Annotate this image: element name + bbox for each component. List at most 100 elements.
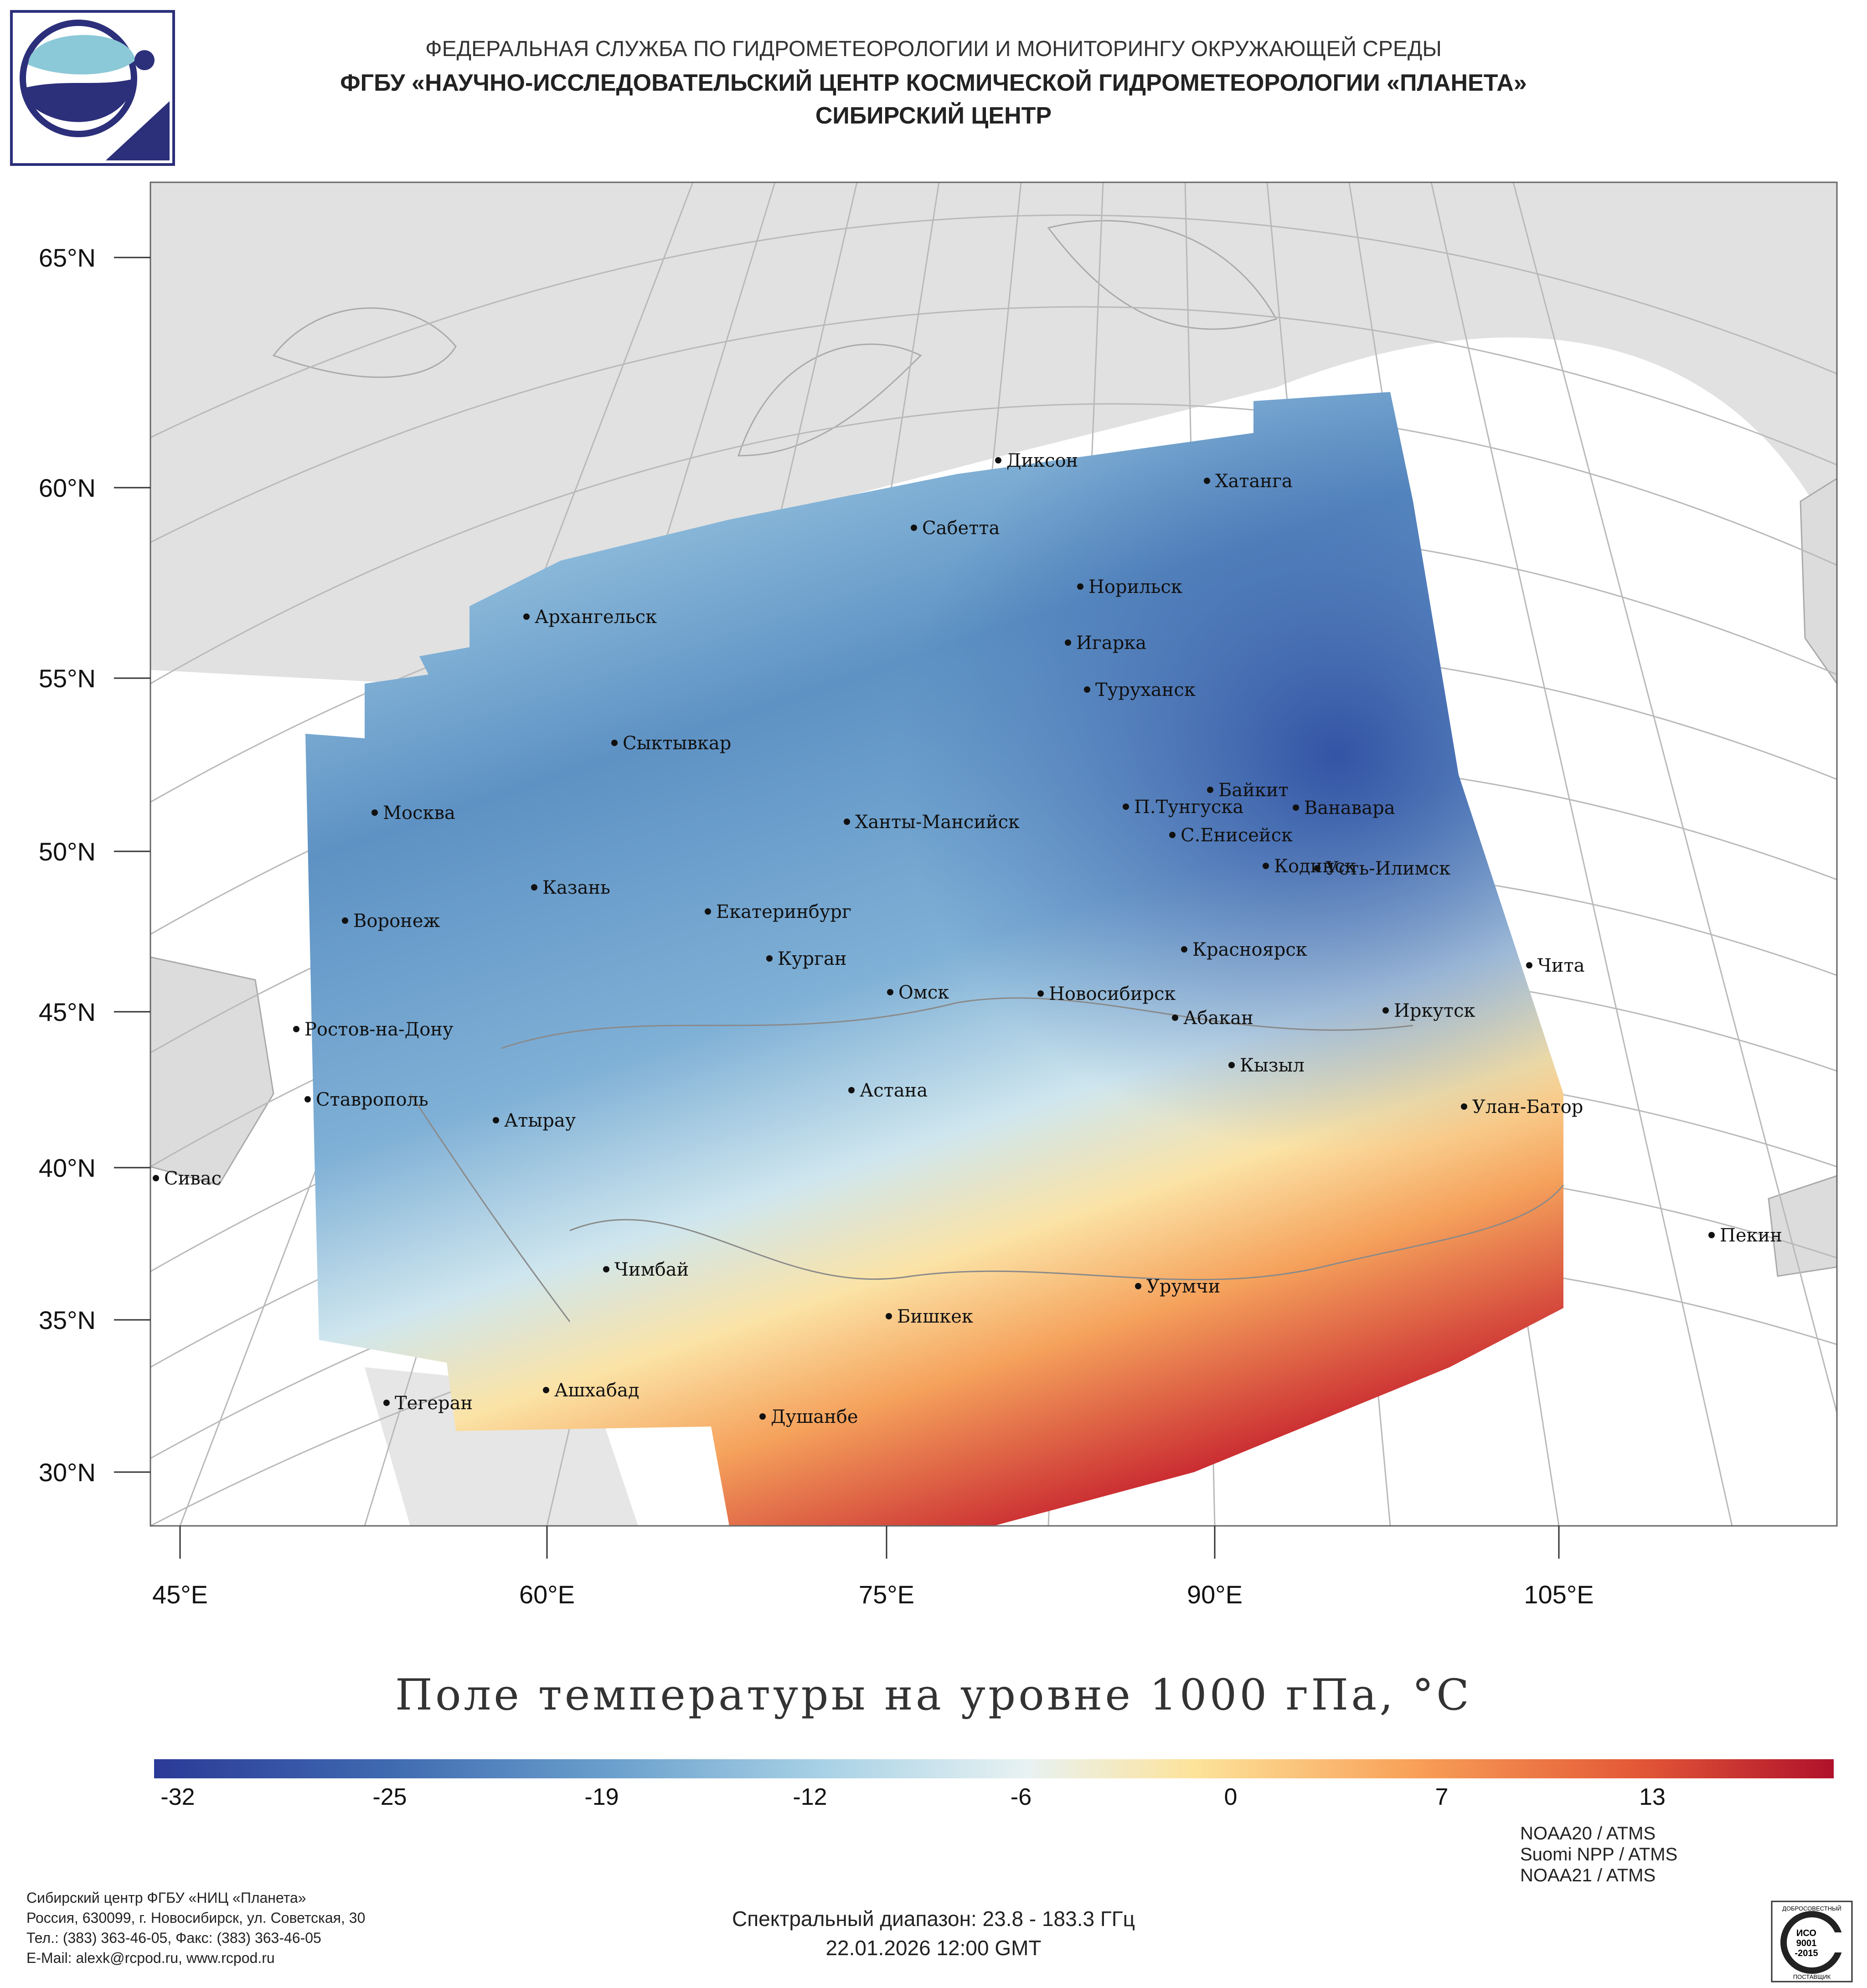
observation-datetime: 22.01.2026 12:00 GMT xyxy=(825,1936,1042,1960)
lat-label-65: 65°N xyxy=(39,243,96,272)
city-dot xyxy=(342,917,348,924)
lat-label-55: 55°N xyxy=(39,664,96,693)
city-label: Астана xyxy=(860,1080,928,1101)
colorbar-tick: 13 xyxy=(1639,1784,1666,1810)
city-dot xyxy=(1181,946,1187,953)
city-dot xyxy=(1123,803,1129,810)
city-label: Чимбай xyxy=(614,1259,689,1280)
city-dot xyxy=(1263,863,1269,869)
iso-number: 9001 xyxy=(1796,1938,1817,1948)
colorbar-tick: -6 xyxy=(1011,1784,1031,1810)
satellite-list: NOAA20 / ATMS Suomi NPP / ATMS NOAA21 / … xyxy=(1520,1823,1677,1886)
lat-ticks xyxy=(114,257,150,1473)
header-agency: ФЕДЕРАЛЬНАЯ СЛУЖБА ПО ГИДРОМЕТЕОРОЛОГИИ … xyxy=(425,37,1442,61)
address-line: E-Mail: alexk@rcpod.ru, www.rcpod.ru xyxy=(26,1950,275,1966)
iso-label: ИСО xyxy=(1796,1928,1816,1938)
lon-label-45: 45°E xyxy=(152,1580,208,1609)
iso-badge: ДОБРОСОВЕСТНЫЙ ИСО 9001 -2015 ПОСТАВЩИК xyxy=(1771,1900,1853,1983)
spectral-info: Спектральный диапазон: 23.8 - 183.3 ГГц … xyxy=(0,1904,1867,1962)
city-dot xyxy=(1135,1283,1141,1289)
city-dot xyxy=(1204,478,1210,484)
city-dot xyxy=(1526,962,1532,968)
city-label: Ханты-Мансийск xyxy=(855,812,1020,833)
city-dot xyxy=(493,1117,499,1123)
city-label: Москва xyxy=(383,803,455,824)
city-label: Сивас xyxy=(164,1168,222,1189)
spectral-range: Спектральный диапазон: 23.8 - 183.3 ГГц xyxy=(732,1907,1135,1931)
colorbar-tick: -32 xyxy=(160,1784,195,1810)
lon-label-75: 75°E xyxy=(859,1580,914,1609)
city-label: Тегеран xyxy=(395,1393,473,1414)
city-dot xyxy=(523,613,530,620)
city-dot xyxy=(1382,1007,1389,1014)
lat-label-60: 60°N xyxy=(39,474,96,502)
lat-label-45: 45°N xyxy=(39,998,96,1026)
city-label: Байкит xyxy=(1218,780,1289,801)
city-label: Кызыл xyxy=(1240,1055,1305,1076)
city-label: Бишкек xyxy=(897,1306,973,1327)
city-label: Ванавара xyxy=(1304,798,1395,819)
city-label: Сабетта xyxy=(922,518,1000,539)
city-label: Норильск xyxy=(1088,577,1182,597)
lat-label-40: 40°N xyxy=(39,1154,96,1182)
city-dot xyxy=(887,989,893,995)
address-line: Сибирский центр ФГБУ «НИЦ «Планета» xyxy=(26,1890,306,1906)
city-label: Ставрополь xyxy=(316,1089,428,1110)
city-dot xyxy=(759,1413,766,1420)
colorbar-gradient xyxy=(154,1759,1834,1778)
city-label: Новосибирск xyxy=(1049,984,1176,1004)
address-block: Сибирский центр ФГБУ «НИЦ «Планета» Росс… xyxy=(26,1888,365,1968)
city-dot xyxy=(1077,583,1083,590)
iso-top-text: ДОБРОСОВЕСТНЫЙ xyxy=(1782,1905,1841,1912)
city-dot xyxy=(304,1096,311,1102)
city-label: Чита xyxy=(1537,955,1585,976)
city-label: Улан-Батор xyxy=(1472,1097,1583,1118)
lon-ticks xyxy=(179,1526,1560,1559)
city-label: Сыктывкар xyxy=(623,733,731,754)
colorbar-title: Поле температуры на уровне 1000 гПа, °C xyxy=(395,1670,1472,1720)
city-dot xyxy=(1207,787,1213,793)
city-label: Туруханск xyxy=(1095,680,1196,700)
city-dot xyxy=(844,819,850,825)
address-line: Тел.: (383) 363-46-05, Факс: (383) 363-4… xyxy=(26,1930,321,1946)
city-dot xyxy=(1228,1062,1235,1068)
city-dot xyxy=(886,1313,892,1319)
city-label: Екатеринбург xyxy=(716,901,851,922)
city-label: Воронеж xyxy=(353,911,440,932)
lon-label-90: 90°E xyxy=(1187,1580,1243,1609)
city-label: Абакан xyxy=(1183,1008,1253,1029)
city-dot xyxy=(1065,639,1071,646)
city-label: Игарка xyxy=(1076,633,1146,654)
colorbar-tick: 7 xyxy=(1435,1784,1449,1810)
city-markers: Диксон Хатанга Сабетта Норильск Архангел… xyxy=(153,450,1782,1427)
colorbar-tick: -19 xyxy=(584,1784,619,1810)
city-label: Казань xyxy=(542,877,610,898)
colorbar-tick: 0 xyxy=(1224,1784,1238,1810)
city-dot xyxy=(1461,1103,1467,1110)
cold-core-overlay xyxy=(305,392,1563,1526)
city-label: Душанбе xyxy=(771,1406,858,1427)
city-dot xyxy=(1708,1232,1715,1238)
city-label: Омск xyxy=(898,982,949,1003)
colorbar-tick: -12 xyxy=(793,1784,827,1810)
city-dot xyxy=(153,1175,159,1181)
city-dot xyxy=(848,1087,855,1093)
city-label: Ашхабад xyxy=(554,1380,639,1401)
city-label: С.Енисейск xyxy=(1181,825,1293,846)
city-dot xyxy=(1172,1015,1178,1021)
city-label: Курган xyxy=(778,948,847,969)
lon-label-105: 105°E xyxy=(1524,1580,1594,1609)
city-label: Красноярск xyxy=(1192,939,1307,960)
address-line: Россия, 630099, г. Новосибирск, ул. Сове… xyxy=(26,1910,366,1926)
colorbar-tick: -25 xyxy=(372,1784,407,1810)
city-dot xyxy=(911,525,917,531)
map-border xyxy=(150,181,1838,1527)
city-dot xyxy=(1314,865,1320,871)
colorbar: -32 -25 -19 -12 -6 0 7 13 xyxy=(154,1759,1834,1810)
city-dot xyxy=(766,955,773,962)
temperature-map: 65°N 60°N 55°N 50°N 45°N 40°N 35°N 30°N … xyxy=(39,181,1838,1609)
header-center: СИБИРСКИЙ ЦЕНТР xyxy=(815,103,1052,129)
lat-label-35: 35°N xyxy=(39,1306,96,1334)
city-label: Усть-Илимск xyxy=(1325,858,1450,879)
city-dot xyxy=(371,809,378,816)
